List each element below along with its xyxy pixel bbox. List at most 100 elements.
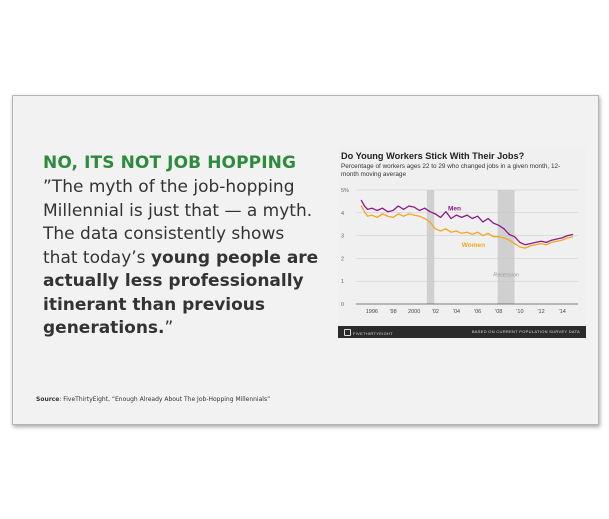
data-point-men: [482, 221, 484, 223]
data-point-women: [371, 214, 373, 216]
data-point-men: [572, 233, 574, 235]
x-tick-label: ’08: [495, 309, 502, 315]
quote-bold: young people are actually less professio…: [43, 247, 319, 339]
data-point-women: [508, 239, 510, 241]
x-tick-label: ’02: [432, 309, 439, 315]
x-tick-label: ’10: [516, 309, 523, 315]
data-point-women: [381, 213, 383, 215]
data-point-men: [440, 216, 442, 218]
quote-text: ”The myth of the job-hopping Millennial …: [43, 176, 323, 341]
series-label-women: Women: [462, 242, 485, 249]
data-point-men: [498, 224, 500, 226]
data-point-women: [429, 221, 431, 223]
data-point-men: [503, 228, 505, 230]
data-point-men: [450, 218, 452, 219]
data-point-men: [424, 207, 426, 209]
slide: NO, ITS NOT JOB HOPPING ”The myth of the…: [12, 95, 599, 425]
data-point-women: [418, 215, 420, 217]
recession-band-1: [497, 190, 515, 304]
data-point-men: [545, 241, 547, 243]
data-point-men: [514, 236, 516, 238]
x-tick-label: ’98: [389, 309, 396, 315]
data-point-women: [535, 244, 537, 246]
data-point-women: [540, 243, 542, 245]
data-point-men: [367, 208, 369, 210]
data-point-men: [381, 207, 383, 209]
data-point-men: [461, 216, 463, 218]
data-point-women: [392, 216, 394, 218]
data-point-men: [466, 214, 468, 216]
footer-source: BASED ON CURRENT POPULATION SURVEY DATA: [471, 329, 580, 334]
data-point-women: [440, 230, 442, 232]
data-point-women: [482, 235, 484, 237]
data-point-men: [551, 239, 553, 241]
data-point-women: [408, 213, 410, 215]
data-point-men: [429, 211, 431, 213]
data-point-men: [561, 237, 563, 239]
data-point-women: [434, 228, 436, 230]
data-point-men: [413, 206, 415, 208]
data-point-men: [360, 199, 362, 201]
data-point-men: [566, 235, 568, 237]
x-tick-label: ’06: [474, 309, 481, 315]
data-point-women: [572, 236, 574, 238]
slide-heading: NO, ITS NOT JOB HOPPING: [43, 153, 297, 173]
x-tick-label: ’14: [558, 309, 565, 315]
y-tick-label: 4: [341, 211, 344, 217]
data-point-men: [535, 241, 537, 243]
chart-footer: FIVETHIRTYEIGHT BASED ON CURRENT POPULAT…: [338, 326, 586, 338]
data-point-women: [477, 231, 479, 233]
data-point-women: [403, 215, 405, 217]
y-tick-label: 5%: [341, 188, 349, 194]
data-point-women: [445, 228, 447, 230]
data-point-men: [397, 205, 399, 207]
footer-brand-text: FIVETHIRTYEIGHT: [353, 331, 393, 336]
data-point-women: [545, 244, 547, 246]
quote-part: ”The myth of the job-hopping Millennial …: [43, 177, 313, 268]
data-point-men: [519, 241, 521, 243]
chart-card: Do Young Workers Stick With Their Jobs? …: [338, 148, 586, 340]
data-point-women: [455, 230, 457, 232]
data-point-women: [367, 215, 369, 217]
data-point-women: [566, 237, 568, 239]
data-point-women: [466, 231, 468, 233]
data-point-men: [408, 205, 410, 207]
data-point-women: [471, 233, 473, 235]
data-point-women: [413, 214, 415, 216]
y-tick-label: 2: [341, 256, 344, 262]
data-point-women: [529, 245, 531, 247]
data-point-women: [524, 247, 526, 249]
data-point-men: [387, 211, 389, 213]
data-point-women: [424, 218, 426, 219]
data-point-men: [540, 240, 542, 242]
data-point-men: [556, 238, 558, 240]
recession-band-0: [426, 190, 435, 304]
recession-label: Recession: [493, 273, 519, 279]
chart-title: Do Young Workers Stick With Their Jobs?: [341, 151, 525, 161]
x-tick-label: ’04: [453, 309, 460, 315]
line-chart: 5% 4 3 2 1 0 1996 ’98 2000 ’02 ’04 ’06 ’08 ’10 ’12 ’14 M…: [341, 188, 578, 315]
data-point-men: [455, 214, 457, 216]
data-point-men: [487, 218, 489, 219]
data-point-men: [492, 222, 494, 224]
data-point-women: [551, 241, 553, 243]
data-point-women: [487, 232, 489, 234]
data-point-women: [503, 237, 505, 239]
x-tick-label: ’12: [537, 309, 544, 315]
data-point-women: [514, 243, 516, 245]
x-tick-label: 2000: [408, 309, 420, 315]
x-tick-label: 1996: [366, 309, 378, 315]
data-point-women: [498, 236, 500, 238]
data-point-men: [403, 208, 405, 210]
data-point-men: [529, 243, 531, 245]
data-point-women: [397, 213, 399, 215]
chart-subtitle: Percentage of workers ages 22 to 29 who …: [341, 163, 561, 178]
data-point-men: [376, 210, 378, 212]
data-point-women: [387, 215, 389, 217]
data-point-men: [445, 211, 447, 213]
data-point-women: [461, 232, 463, 234]
data-point-men: [371, 207, 373, 209]
data-point-men: [524, 244, 526, 246]
data-point-men: [477, 215, 479, 217]
source-label: Source: [36, 396, 60, 403]
